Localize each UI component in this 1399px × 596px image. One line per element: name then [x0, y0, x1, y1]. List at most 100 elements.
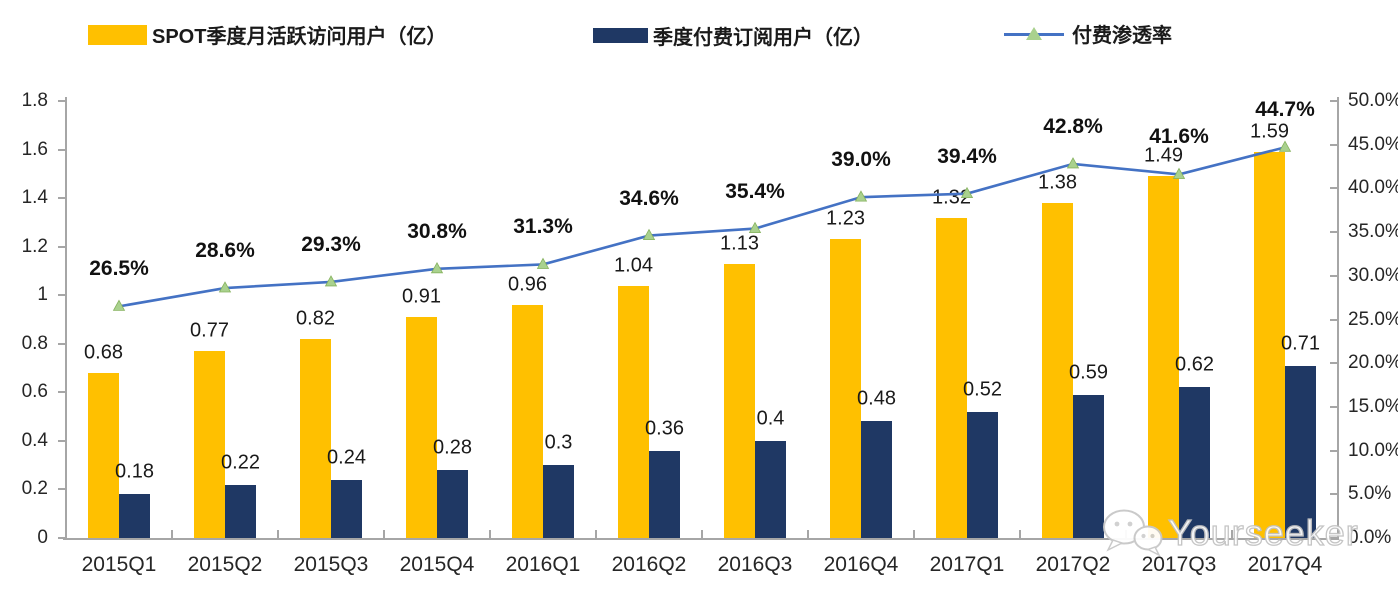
- right-axis-tick: [1330, 187, 1338, 190]
- left-axis-tick-label: 1.8: [21, 90, 48, 111]
- right-axis-tick-label: 40.0%: [1348, 177, 1398, 199]
- bar-subs: [755, 440, 786, 538]
- pct-label: 42.8%: [1043, 114, 1103, 138]
- x-axis-tick: [277, 530, 279, 538]
- pct-label: 31.3%: [513, 215, 573, 239]
- left-axis-tick-label: 0.6: [21, 381, 48, 403]
- bar-label-mau: 1.23: [826, 207, 865, 230]
- triangle-marker: [324, 275, 338, 287]
- pct-label: 30.8%: [407, 219, 467, 243]
- bar-subs: [437, 470, 468, 538]
- bar-mau: [724, 263, 755, 538]
- right-axis-tick: [1330, 362, 1338, 365]
- x-axis-label: 2017Q2: [1035, 553, 1111, 576]
- right-axis-tick-label: 30.0%: [1348, 264, 1398, 286]
- right-axis-tick: [1330, 318, 1338, 321]
- bar-label-subs: 0.52: [963, 378, 1002, 401]
- watermark: Yourseeker: [1100, 508, 1359, 558]
- x-axis-tick: [65, 530, 67, 538]
- left-axis-tick: [58, 148, 66, 151]
- right-axis-tick-label: 0.0%: [1348, 527, 1392, 548]
- left-axis-tick: [58, 537, 66, 539]
- legend-label-mau: SPOT季度月活跃访问用户（亿）: [152, 26, 447, 48]
- bar-label-subs: 0.36: [645, 417, 684, 440]
- right-axis-tick-label: 45.0%: [1348, 133, 1398, 155]
- pct-label: 28.6%: [195, 239, 255, 263]
- right-axis-tick-label: 20.0%: [1348, 352, 1398, 374]
- x-axis-label: 2016Q3: [717, 553, 793, 576]
- left-axis-tick-label: 0.2: [21, 478, 48, 500]
- left-axis-tick-label: 1: [37, 284, 48, 306]
- pct-label: 35.4%: [725, 179, 785, 203]
- bar-mau: [194, 351, 225, 538]
- right-axis-tick-label: 15.0%: [1348, 395, 1398, 417]
- x-axis-tick: [1019, 530, 1021, 538]
- bar-label-subs: 0.48: [857, 387, 896, 410]
- x-axis-label: 2016Q4: [823, 553, 899, 576]
- right-axis-tick-label: 35.0%: [1348, 221, 1398, 243]
- bar-mau: [512, 304, 543, 538]
- bar-subs: [543, 465, 574, 538]
- x-axis-tick: [1231, 530, 1233, 538]
- left-axis-tick: [58, 100, 66, 102]
- left-axis-tick: [58, 245, 66, 248]
- pct-label: 34.6%: [619, 186, 679, 210]
- legend-item-subs: 季度付费订阅用户（亿）: [593, 21, 873, 50]
- bar-label-mau: 0.82: [296, 307, 335, 330]
- triangle-marker-icon: [1026, 26, 1042, 40]
- pct-label: 29.3%: [301, 232, 361, 256]
- bar-mau: [300, 338, 331, 538]
- left-axis-tick: [58, 294, 66, 297]
- x-axis-tick: [1337, 530, 1339, 538]
- subs-series-swatch: [593, 28, 648, 43]
- bar-label-mau: 1.38: [1038, 171, 1077, 194]
- x-axis-tick: [807, 530, 809, 538]
- left-axis-tick-label: 1.4: [21, 187, 48, 209]
- bar-subs: [1285, 365, 1316, 538]
- mau-series-swatch: [88, 24, 147, 45]
- bar-label-subs: 0.4: [756, 407, 785, 430]
- pct-label: 39.4%: [937, 144, 997, 168]
- bar-label-mau: 0.68: [84, 341, 123, 364]
- left-axis-line: [65, 97, 67, 538]
- bar-label-mau: 0.96: [508, 273, 547, 296]
- x-axis-tick: [171, 530, 173, 538]
- right-axis-tick: [1330, 143, 1338, 146]
- bar-subs: [1179, 387, 1210, 538]
- bar-label-subs: 0.18: [115, 460, 154, 483]
- left-axis-tick: [58, 488, 66, 491]
- legend-label-subs: 季度付费订阅用户（亿）: [653, 27, 873, 49]
- wechat-icon: [1103, 509, 1163, 557]
- bar-label-mau: 0.91: [402, 285, 441, 308]
- bar-label-mau: 1.59: [1250, 120, 1289, 143]
- bar-mau: [406, 317, 437, 538]
- x-axis-label: 2016Q2: [611, 553, 687, 576]
- x-axis-label: 2016Q1: [505, 553, 581, 576]
- pct-label: 39.0%: [831, 148, 891, 172]
- pct-label: 44.7%: [1255, 98, 1315, 122]
- bar-subs: [225, 484, 256, 538]
- bar-label-mau: 0.77: [190, 319, 229, 342]
- right-axis-tick: [1330, 100, 1338, 102]
- left-axis-tick: [58, 197, 66, 200]
- bar-subs: [1073, 394, 1104, 538]
- right-axis-tick-label: 10.0%: [1348, 439, 1398, 461]
- right-axis-tick: [1330, 231, 1338, 234]
- triangle-marker: [218, 281, 232, 293]
- bar-mau: [88, 372, 119, 538]
- watermark-text: Yourseeker: [1167, 511, 1359, 553]
- x-axis-label: 2015Q2: [187, 553, 263, 576]
- left-axis-tick-label: 0: [37, 527, 48, 548]
- triangle-marker: [1066, 157, 1080, 169]
- x-axis-label: 2015Q3: [293, 553, 369, 576]
- right-axis-tick: [1330, 537, 1338, 539]
- legend-label-rate: 付费渗透率: [1072, 25, 1172, 47]
- x-axis-label: 2017Q4: [1247, 553, 1323, 576]
- x-axis-line: [63, 538, 1339, 540]
- right-axis-tick-label: 5.0%: [1348, 483, 1392, 505]
- legend-item-mau: SPOT季度月活跃访问用户（亿）: [88, 20, 446, 49]
- right-axis-tick-label: 25.0%: [1348, 308, 1398, 330]
- left-axis-tick-label: 1.2: [21, 235, 48, 257]
